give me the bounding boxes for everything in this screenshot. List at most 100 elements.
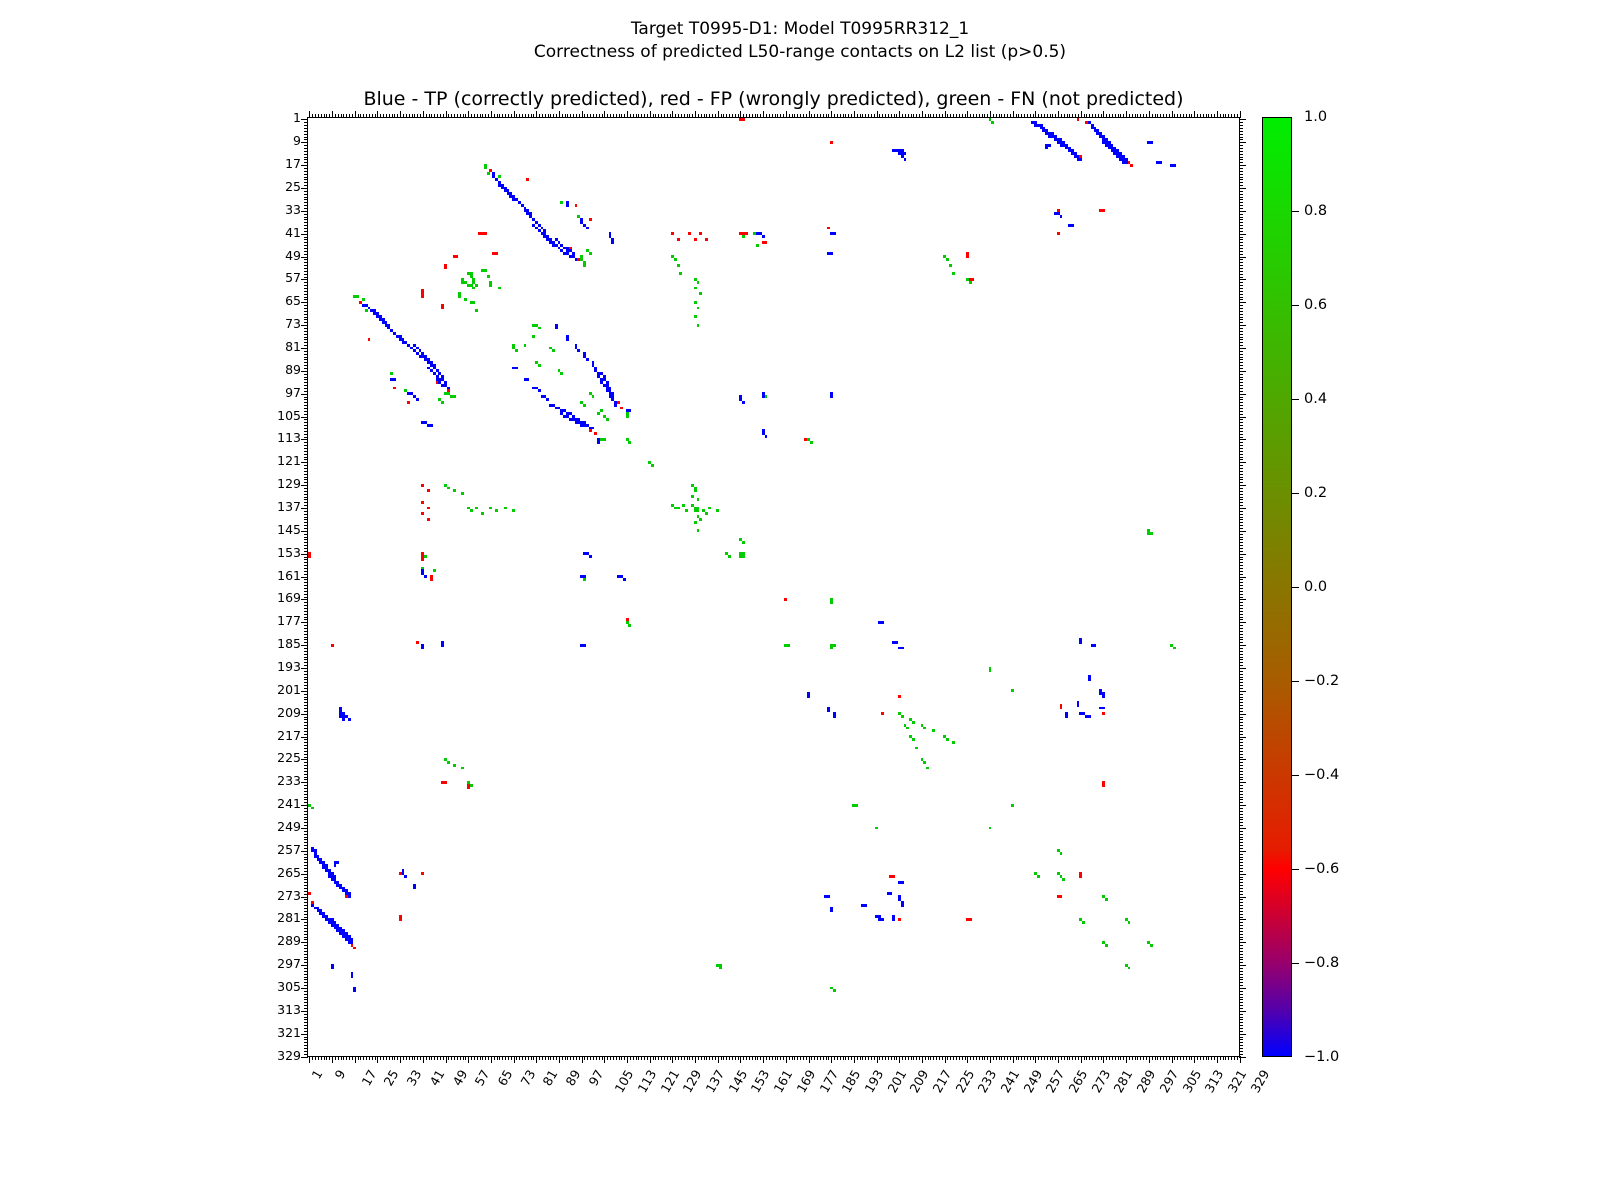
x-tick-bottom bbox=[873, 1056, 875, 1060]
y-tick-right bbox=[1239, 708, 1243, 709]
contact-cell-tp bbox=[1039, 126, 1043, 130]
x-tick-bottom bbox=[1092, 1056, 1094, 1060]
y-tick-right bbox=[1239, 239, 1243, 241]
contact-cell-fn bbox=[628, 440, 632, 444]
y-tick-right bbox=[1239, 236, 1243, 238]
contact-cell-tp bbox=[557, 246, 561, 250]
x-tick-label: 177 bbox=[815, 1067, 841, 1096]
y-tick-label: 185 bbox=[277, 636, 301, 652]
x-tick-bottom bbox=[1191, 1056, 1193, 1060]
contact-cell-tp bbox=[438, 378, 442, 381]
x-tick-bottom bbox=[780, 1056, 782, 1060]
y-tick-left bbox=[301, 782, 308, 784]
y-tick-left bbox=[304, 236, 308, 238]
contact-cell-tp bbox=[897, 646, 901, 650]
contact-cell-tp bbox=[347, 935, 351, 939]
x-tick-top bbox=[836, 114, 838, 118]
contact-cell-tp bbox=[404, 875, 408, 879]
y-tick-left bbox=[304, 225, 308, 227]
x-tick-bottom bbox=[876, 1056, 878, 1063]
y-tick-left bbox=[301, 119, 308, 121]
contact-cell-fn bbox=[741, 552, 745, 556]
y-tick-right bbox=[1239, 888, 1243, 889]
x-tick-bottom bbox=[845, 1056, 847, 1060]
contact-cell-tp bbox=[543, 235, 547, 239]
contact-cell-tp bbox=[1079, 638, 1083, 641]
contact-cell-tp bbox=[900, 155, 904, 159]
y-tick-left bbox=[304, 799, 308, 801]
x-tick-top bbox=[1194, 111, 1196, 118]
y-tick-left bbox=[301, 1033, 308, 1035]
contact-cell-fp bbox=[744, 232, 748, 236]
y-tick-right bbox=[1239, 902, 1243, 904]
x-tick-bottom bbox=[1151, 1056, 1153, 1060]
contact-cell-tp bbox=[424, 358, 428, 361]
x-tick-label: 33 bbox=[403, 1067, 425, 1089]
x-tick-bottom bbox=[394, 1056, 396, 1060]
y-tick-left bbox=[304, 442, 308, 444]
y-tick-label: 177 bbox=[277, 613, 301, 629]
contact-cell-tp bbox=[1053, 138, 1057, 141]
x-tick-bottom bbox=[754, 1056, 756, 1060]
y-tick-left bbox=[304, 619, 308, 621]
contact-cell-fn bbox=[852, 803, 856, 807]
y-tick-right bbox=[1239, 1010, 1246, 1012]
y-tick-right bbox=[1239, 830, 1243, 832]
contact-cell-fp bbox=[421, 512, 425, 516]
contact-cell-fn bbox=[625, 415, 629, 419]
contact-cell-tp bbox=[1170, 163, 1173, 167]
y-tick-left bbox=[301, 805, 308, 807]
contact-cell-tp bbox=[1065, 715, 1069, 719]
y-tick-right bbox=[1239, 342, 1243, 344]
contact-cell-tp bbox=[543, 232, 547, 236]
x-tick-top bbox=[326, 114, 328, 118]
x-tick-top bbox=[1018, 114, 1020, 118]
y-tick-left bbox=[304, 822, 308, 824]
y-tick-left bbox=[304, 916, 308, 918]
x-tick-bottom bbox=[1211, 1056, 1213, 1060]
x-tick-bottom bbox=[865, 1056, 867, 1060]
contact-cell-fp bbox=[588, 218, 592, 221]
y-tick-right bbox=[1239, 776, 1243, 778]
contact-cell-fp bbox=[568, 246, 572, 250]
contact-map-plot-area[interactable] bbox=[301, 111, 1246, 1063]
contact-cell-tp bbox=[376, 312, 379, 316]
y-tick-left bbox=[304, 1005, 308, 1007]
x-tick-bottom bbox=[1171, 1056, 1173, 1063]
contact-cell-fp bbox=[1085, 120, 1088, 124]
y-tick-left bbox=[304, 510, 308, 512]
y-tick-right bbox=[1239, 993, 1243, 995]
x-tick-bottom bbox=[1140, 1056, 1142, 1060]
x-tick-bottom bbox=[1086, 1056, 1088, 1060]
x-tick-top bbox=[366, 114, 368, 118]
contact-cell-tp bbox=[597, 372, 601, 376]
contact-cell-tp bbox=[622, 578, 626, 581]
y-tick-left bbox=[304, 853, 308, 855]
x-tick-bottom bbox=[493, 1056, 495, 1060]
contact-cell-tp bbox=[807, 695, 810, 699]
x-tick-bottom bbox=[975, 1056, 977, 1060]
y-tick-left bbox=[301, 279, 308, 281]
y-tick-left bbox=[304, 659, 308, 661]
contact-cell-tp bbox=[1079, 158, 1083, 161]
y-tick-left bbox=[304, 222, 308, 224]
y-tick-right bbox=[1239, 550, 1243, 552]
y-tick-left bbox=[304, 282, 308, 284]
contact-cell-tp bbox=[900, 880, 904, 884]
x-tick-top bbox=[859, 114, 861, 118]
colorbar-legend[interactable]: 1.0 0.8 0.6 0.4 0.2 0.0 −0.2 −0.4 −0.6 −0.8 −1.0 bbox=[1262, 110, 1339, 1064]
x-tick-bottom bbox=[1199, 1056, 1201, 1060]
y-tick-left bbox=[304, 922, 308, 924]
contact-cell-tp bbox=[900, 149, 904, 153]
y-tick-left bbox=[304, 265, 308, 267]
contact-cell-fn bbox=[727, 555, 731, 559]
y-tick-right bbox=[1239, 153, 1243, 155]
y-tick-left bbox=[304, 999, 308, 1001]
contact-cell-tp bbox=[761, 432, 765, 436]
contact-cell-fn bbox=[809, 440, 813, 444]
y-tick-label: 305 bbox=[277, 979, 301, 994]
y-tick-left bbox=[304, 628, 308, 629]
contact-cell-tp bbox=[566, 412, 569, 416]
contact-cell-tp bbox=[526, 212, 530, 216]
colorbar-tick-label: 1.0 bbox=[1304, 109, 1328, 125]
